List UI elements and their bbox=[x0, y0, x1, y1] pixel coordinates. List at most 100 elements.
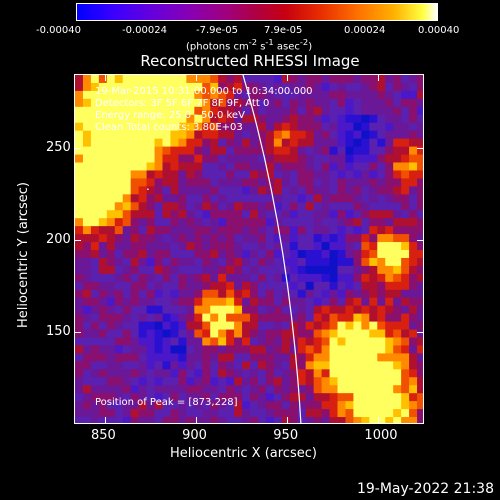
heatmap-cell bbox=[234, 377, 243, 386]
heatmap-cell bbox=[98, 226, 108, 235]
heatmap-cell bbox=[289, 75, 299, 84]
y-tick-mark bbox=[417, 331, 424, 333]
heatmap-cell bbox=[289, 138, 299, 148]
heatmap-cell bbox=[90, 321, 100, 331]
heatmap-cell bbox=[210, 337, 219, 347]
heatmap-cell bbox=[289, 257, 299, 267]
heatmap-cell bbox=[178, 329, 187, 339]
heatmap-cell bbox=[170, 162, 179, 172]
heatmap-cell bbox=[218, 186, 227, 195]
heatmap-cell bbox=[226, 297, 235, 307]
heatmap-cell bbox=[178, 369, 187, 378]
heatmap-cell bbox=[250, 385, 259, 394]
heatmap-cell bbox=[170, 401, 179, 410]
heatmap-cell bbox=[138, 305, 148, 315]
heatmap-cell bbox=[361, 90, 370, 100]
heatmap-cell bbox=[122, 329, 132, 339]
heatmap-cell bbox=[210, 321, 219, 331]
heatmap-cell bbox=[130, 178, 140, 187]
heatmap-cell bbox=[385, 75, 394, 84]
heatmap-cell bbox=[337, 297, 347, 307]
heatmap-cell bbox=[114, 75, 124, 84]
heatmap-cell bbox=[146, 297, 156, 307]
heatmap-cell bbox=[226, 138, 235, 148]
heatmap-cell bbox=[401, 106, 410, 116]
colorbar-tick: 0.00040 bbox=[418, 25, 460, 36]
heatmap-cell bbox=[361, 257, 370, 267]
heatmap-cell bbox=[281, 329, 291, 339]
heatmap-cell bbox=[75, 202, 84, 211]
y-tick-mark bbox=[74, 331, 81, 333]
heatmap-cell bbox=[186, 82, 195, 92]
heatmap-cell bbox=[321, 401, 331, 410]
heatmap-cell bbox=[98, 162, 108, 172]
heatmap-cell bbox=[194, 250, 203, 259]
heatmap-cell bbox=[289, 409, 299, 418]
heatmap-cell bbox=[90, 106, 100, 116]
heatmap-cell bbox=[138, 393, 148, 402]
heatmap-cell bbox=[138, 321, 148, 331]
heatmap-cell bbox=[162, 250, 172, 259]
heatmap-cell bbox=[75, 114, 84, 124]
heatmap-cell bbox=[385, 337, 394, 347]
heatmap-cell bbox=[98, 194, 108, 203]
heatmap-cell bbox=[170, 122, 179, 132]
heatmap-cell bbox=[82, 361, 92, 370]
heatmap-cell bbox=[409, 234, 418, 243]
heatmap-cell bbox=[106, 178, 116, 187]
heatmap-cell bbox=[82, 122, 92, 132]
heatmap-cell bbox=[417, 186, 423, 195]
heatmap-cell bbox=[313, 337, 323, 347]
plot-area bbox=[74, 74, 424, 424]
heatmap-cell bbox=[242, 218, 251, 227]
heatmap-cell bbox=[345, 122, 354, 132]
heatmap-cell bbox=[250, 417, 259, 423]
heatmap-cell bbox=[345, 154, 354, 164]
heatmap-cell bbox=[130, 138, 140, 148]
heatmap-cell bbox=[257, 75, 267, 84]
heatmap-cell bbox=[377, 178, 386, 187]
heatmap-cell bbox=[75, 329, 84, 339]
heatmap-cell bbox=[337, 385, 347, 394]
heatmap-cell bbox=[202, 178, 211, 187]
heatmap-cell bbox=[281, 321, 291, 331]
heatmap-cell bbox=[297, 250, 307, 259]
heatmap-cell bbox=[154, 170, 164, 179]
heatmap-cell bbox=[82, 385, 92, 394]
heatmap-cell bbox=[257, 289, 267, 299]
heatmap-cell bbox=[75, 210, 84, 219]
heatmap-cell bbox=[313, 369, 323, 378]
heatmap-cell bbox=[409, 257, 418, 267]
heatmap-cell bbox=[250, 289, 259, 299]
heatmap-cell bbox=[417, 90, 423, 100]
heatmap-cell bbox=[186, 202, 195, 211]
heatmap-cell bbox=[289, 186, 299, 195]
heatmap-cell bbox=[281, 313, 291, 323]
heatmap-cell bbox=[305, 138, 315, 148]
heatmap-cell bbox=[226, 393, 235, 402]
heatmap-cell bbox=[337, 226, 347, 235]
heatmap-cell bbox=[409, 329, 418, 339]
heatmap-cell bbox=[369, 130, 378, 140]
heatmap-cell bbox=[82, 234, 92, 243]
heatmap-cell bbox=[417, 281, 423, 291]
y-tick-label: 150 bbox=[46, 323, 71, 339]
heatmap-cell bbox=[178, 281, 187, 291]
heatmap-cell bbox=[417, 202, 423, 211]
heatmap-cell bbox=[202, 313, 211, 323]
heatmap-cell bbox=[162, 289, 172, 299]
heatmap-cell bbox=[377, 82, 386, 92]
heatmap-cell bbox=[106, 154, 116, 164]
heatmap-cell bbox=[250, 90, 259, 100]
heatmap-cell bbox=[313, 353, 323, 362]
heatmap-cell bbox=[138, 377, 148, 386]
heatmap-cell bbox=[273, 162, 283, 172]
heatmap-cell bbox=[178, 226, 187, 235]
heatmap-cell bbox=[170, 337, 179, 347]
heatmap-cell bbox=[305, 202, 315, 211]
heatmap-cell bbox=[138, 409, 148, 418]
heatmap-cell bbox=[297, 281, 307, 291]
peak-marker bbox=[147, 188, 149, 191]
heatmap-cell bbox=[305, 186, 315, 195]
heatmap-cell bbox=[417, 345, 423, 354]
